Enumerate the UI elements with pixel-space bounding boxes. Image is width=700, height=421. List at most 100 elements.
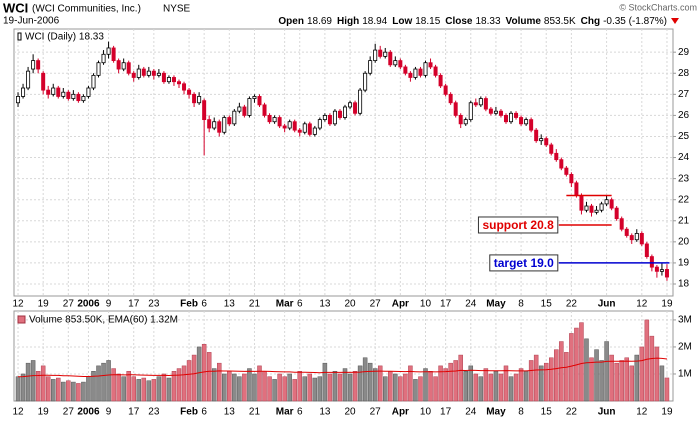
x-tick-label: 19 [38,407,50,418]
x-tick-label: 22 [566,299,578,310]
volume-bar [473,373,479,402]
candle-body [96,62,101,76]
quote-value: 18.69 [307,16,332,27]
volume-bar [81,381,86,402]
x-tick-label: 17 [128,299,140,310]
volume-bar [322,362,328,402]
volume-bar [66,380,71,402]
company-name: (WCI Communities, Inc.) [32,4,141,15]
candle-body [252,96,257,99]
volume-bar [20,373,26,402]
x-tick-label: 8 [518,299,524,310]
candle-body [202,100,207,121]
candle-body [56,87,61,97]
volume-bar [222,373,227,402]
x-tick-label: 23 [148,407,160,418]
quote-value: 18.94 [362,16,387,27]
candle-body [619,218,624,230]
x-tick-label: 6 [297,299,303,310]
volume-bar [156,376,162,402]
y-tick-label: 2M [678,342,692,353]
candle-body [26,70,31,89]
x-tick-label: 13 [319,299,331,310]
volume-bar [604,341,609,402]
volume-bar [508,376,514,402]
x-tick-label: 6 [297,407,303,418]
y-tick-label: 26 [678,110,690,121]
x-tick-label: 2006 [77,299,100,310]
overlays: support 20.8 target 19.0 [477,194,670,272]
volume-bar [257,365,262,402]
x-tick-label: Feb [180,299,198,310]
price-panel [13,28,674,297]
x-tick-label: 13 [224,407,236,418]
y-tick-label: 18 [678,279,690,290]
marks [15,41,670,402]
volume-bar [131,376,136,402]
x-tick-label: 15 [541,299,553,310]
candle-body [498,110,503,116]
volume-bar [398,376,403,402]
y-tick-label: 1M [678,369,692,380]
candle-body [192,93,197,104]
volume-bar [549,357,554,402]
candle-body [534,129,539,142]
candle-body [599,203,604,211]
candle-body [624,228,629,236]
x-tick-label: 24 [465,407,477,418]
candle-body [594,209,599,213]
candle-body [81,96,86,102]
x-tick-label: 9 [106,407,112,418]
x-tick-label: 27 [63,407,75,418]
candle-body [131,72,136,78]
x-tick-label: 27 [370,299,382,310]
x-tick-label: Jun [598,407,616,418]
candle-body [514,112,519,118]
volume-bar [337,373,343,402]
volume-bar [599,360,604,402]
candle-body [146,70,151,76]
volume-bar [554,349,559,402]
x-tick-label: Jun [598,299,616,310]
candle-body [317,119,322,129]
quote-label: Close [445,16,473,27]
volume-bar [523,371,529,402]
volume-bar [584,338,589,402]
price-legend: WCI (Daily) 18.33 [25,32,104,43]
volume-bar [206,352,212,402]
candle-body [559,159,564,169]
quote-value: 18.33 [476,16,501,27]
volume-bar [40,365,46,402]
volume-bar [30,360,36,402]
x-tick-label: 17 [440,299,452,310]
y-tick-label: 19 [678,258,690,269]
candle-body [287,121,292,129]
volume-bar [216,362,222,402]
candle-body [86,87,91,97]
candle-body [337,110,342,118]
candle-body [51,87,56,95]
volume-bar [267,376,272,402]
candle-body [267,115,272,123]
candle-body [524,119,529,125]
candle-body [297,129,302,133]
candle-body [388,51,393,66]
candle-body [121,62,126,70]
candle-body [503,115,508,123]
volume-bar [35,371,41,402]
volume-bar [569,333,574,402]
candle-body [247,98,252,116]
volume-bar [543,362,549,402]
copyright: © StockCharts.com [619,2,697,12]
candle-body [292,121,297,131]
y-tick-label: 29 [678,47,690,58]
x-tick-label: 17 [440,407,452,418]
candle-body [659,269,664,272]
annotation-box [477,216,559,234]
volume-bar [453,360,458,402]
candle-body [418,68,423,76]
volume-bar [564,352,569,402]
volume-bar [443,368,448,402]
volume-legend-icon [17,315,26,324]
quote-label: High [337,16,359,27]
